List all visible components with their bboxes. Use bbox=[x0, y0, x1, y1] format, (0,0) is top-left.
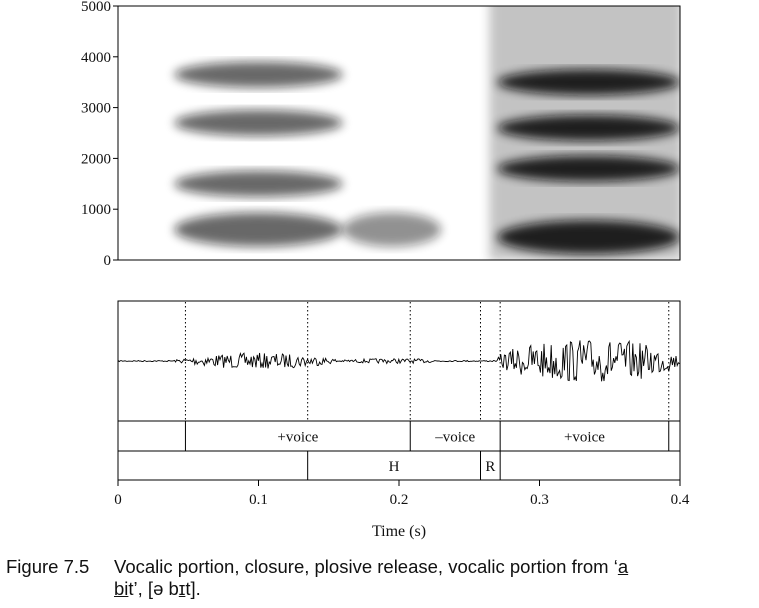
caption-underlined-bi: bi bbox=[114, 578, 129, 599]
figure-number: Figure 7.5 bbox=[6, 556, 90, 577]
caption-ipa-underlined: ɪ bbox=[178, 578, 186, 599]
spectrogram-frame bbox=[117, 5, 681, 261]
annotation-tiers: +voice –voice +voice H R bbox=[184, 421, 670, 480]
x-tick-label: 0.1 bbox=[249, 492, 268, 508]
spectrogram-panel: 0 1000 2000 3000 4000 5000 bbox=[81, 0, 681, 269]
caption-text-4: ]. bbox=[190, 578, 201, 599]
x-axis-title: Time (s) bbox=[372, 523, 426, 540]
y-tick-label: 5000 bbox=[81, 0, 111, 15]
time-axis: 0 0.1 0.2 0.3 0.4 bbox=[114, 480, 690, 508]
caption-underlined-a: a bbox=[617, 556, 629, 577]
x-tick-label: 0.2 bbox=[390, 492, 409, 508]
spectrogram-y-axis: 0 1000 2000 3000 4000 5000 bbox=[81, 0, 118, 269]
x-tick-label: 0.3 bbox=[530, 492, 549, 508]
figure-caption: Figure 7.5 Vocalic portion, closure, plos… bbox=[6, 556, 756, 600]
caption-text-3: t’, [ bbox=[128, 578, 154, 599]
tier-label-voicing: –voice bbox=[434, 430, 475, 446]
x-tick-label: 0 bbox=[114, 492, 122, 508]
y-tick-label: 0 bbox=[104, 253, 112, 269]
tier-label-voicing: +voice bbox=[564, 430, 605, 446]
y-tick-label: 1000 bbox=[81, 202, 111, 218]
tier-label-voicing: +voice bbox=[277, 430, 318, 446]
y-tick-label: 4000 bbox=[81, 50, 111, 66]
tier-label-events: R bbox=[485, 459, 495, 475]
y-tick-label: 3000 bbox=[81, 101, 111, 117]
waveform-trace bbox=[117, 339, 680, 382]
caption-text-1: Vocalic portion, closure, plosive releas… bbox=[114, 556, 618, 577]
caption-ipa-1: ə b bbox=[153, 578, 179, 599]
waveform-panel: +voice –voice +voice H R 0 0.1 0.2 0.3 0.4 Time … bbox=[114, 300, 690, 540]
waveform-frame bbox=[117, 300, 681, 481]
x-tick-label: 0.4 bbox=[671, 492, 690, 508]
spectrogram-striations bbox=[176, 6, 676, 258]
formant-band bbox=[342, 212, 442, 247]
tier-label-events: H bbox=[389, 459, 400, 475]
caption-ipa-2: t bbox=[185, 578, 191, 599]
y-tick-label: 2000 bbox=[81, 151, 111, 167]
